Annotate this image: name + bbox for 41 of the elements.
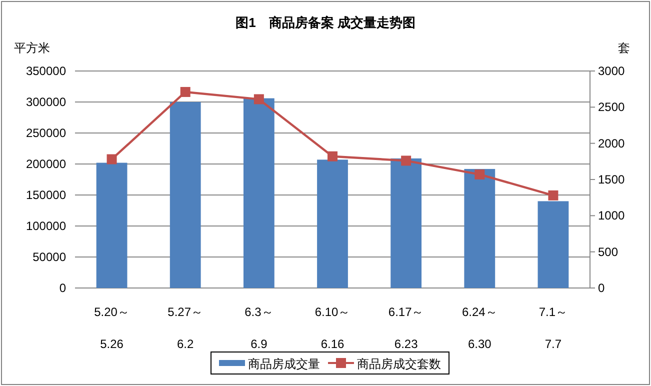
point — [474, 169, 485, 180]
point — [106, 154, 117, 164]
y-axis-title: 平方米 — [14, 41, 50, 55]
point — [254, 94, 264, 104]
y2-tick-label: 2000 — [598, 136, 626, 150]
y-tick-label: 100000 — [26, 219, 66, 233]
bar — [96, 162, 128, 288]
category-label: 6.10～ 6.16 — [314, 305, 350, 351]
point — [401, 156, 412, 166]
y-tick-label: 200000 — [26, 157, 66, 171]
legend-label: 商品房成交量 — [248, 357, 320, 371]
bar — [170, 102, 201, 288]
bar — [390, 158, 422, 288]
y-tick-label: 0 — [59, 281, 66, 295]
category-label: 6.17～ 6.23 — [388, 305, 424, 351]
y2-tick-label: 3000 — [598, 64, 626, 78]
point — [180, 86, 190, 97]
bar — [538, 201, 569, 288]
y-tick-label: 300000 — [26, 95, 66, 109]
y-tick-label: 250000 — [26, 126, 66, 140]
point — [548, 190, 558, 200]
bar — [317, 160, 348, 288]
y2-tick-label: 500 — [598, 244, 618, 259]
category-label: 6.24～ 6.30 — [462, 305, 498, 351]
y2-tick-label: 0 — [598, 281, 605, 295]
y2-axis-title: 套 — [618, 41, 630, 55]
category-label: 6.3～ 6.9 — [244, 305, 274, 351]
y-tick-label: 350000 — [26, 64, 66, 78]
y-tick-label: 150000 — [26, 188, 66, 202]
y-tick-label: 50000 — [32, 250, 66, 264]
point — [328, 151, 338, 162]
bar — [464, 168, 496, 288]
y2-tick-label: 2500 — [598, 100, 626, 114]
category-label: 7.1～ 7.7 — [538, 305, 568, 351]
category-label: 5.20～ 5.26 — [94, 305, 130, 351]
y2-tick-label: 1000 — [598, 208, 626, 223]
legend-label: 商品房成交套数 — [357, 357, 441, 371]
bar — [243, 98, 274, 288]
category-label: 5.27～ 6.2 — [168, 305, 204, 351]
y2-tick-label: 1500 — [598, 172, 626, 186]
chart-title: 图1 商品房备案 成交量走势图 — [236, 15, 416, 30]
